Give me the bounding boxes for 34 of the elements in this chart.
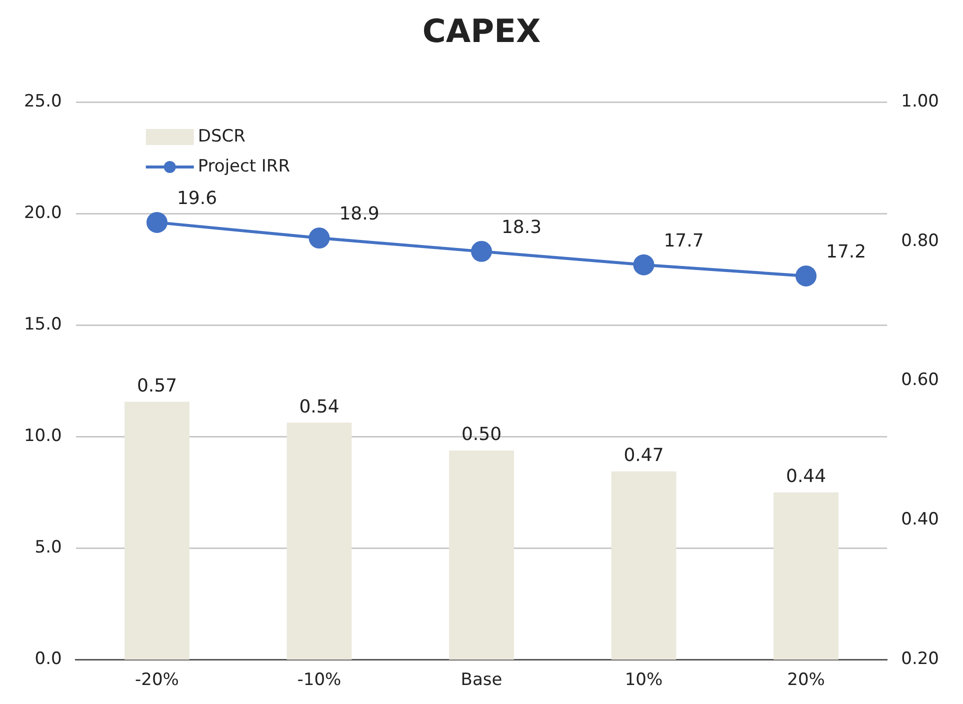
y2-tick-label: 0.40 (901, 510, 940, 530)
x-tick-label: 10% (624, 670, 663, 690)
y-tick-label: 0.0 (34, 649, 62, 670)
y-tick-label: 25.0 (24, 91, 62, 112)
point (796, 265, 817, 286)
data-label: 0.50 (461, 424, 502, 446)
chart-title: CAPEX (421, 11, 542, 52)
x-tick-label: Base (460, 670, 502, 690)
y-tick-label: 10.0 (24, 426, 62, 446)
point (308, 228, 330, 249)
y2-tick-label: 0.80 (901, 230, 940, 251)
y2-tick-label: 1.00 (901, 91, 940, 112)
x-tick-label: -20% (135, 670, 179, 690)
x-tick-label: -10% (297, 670, 342, 690)
data-label: 17.7 (664, 230, 704, 252)
y-tick-label: 20.0 (24, 202, 62, 223)
x-tick-label: 20% (787, 670, 825, 690)
legend-label: Project IRR (198, 156, 290, 176)
data-label: 0.44 (786, 466, 826, 487)
y-tick-label: 15.0 (24, 314, 62, 334)
y-tick-label: 5.0 (34, 538, 62, 558)
y2-tick-label: 0.20 (901, 649, 940, 670)
point (146, 212, 168, 233)
point (633, 254, 654, 276)
point (471, 240, 492, 262)
data-label: 19.6 (176, 188, 218, 210)
y2-tick-label: 0.60 (901, 370, 940, 390)
data-label: 0.57 (136, 375, 178, 396)
data-label: 18.3 (501, 217, 542, 238)
legend-label: DSCR (198, 126, 246, 146)
data-label: 0.54 (299, 396, 340, 418)
data-label: 0.47 (624, 445, 664, 466)
data-label: 18.9 (339, 204, 380, 225)
data-label: 17.2 (826, 242, 866, 263)
